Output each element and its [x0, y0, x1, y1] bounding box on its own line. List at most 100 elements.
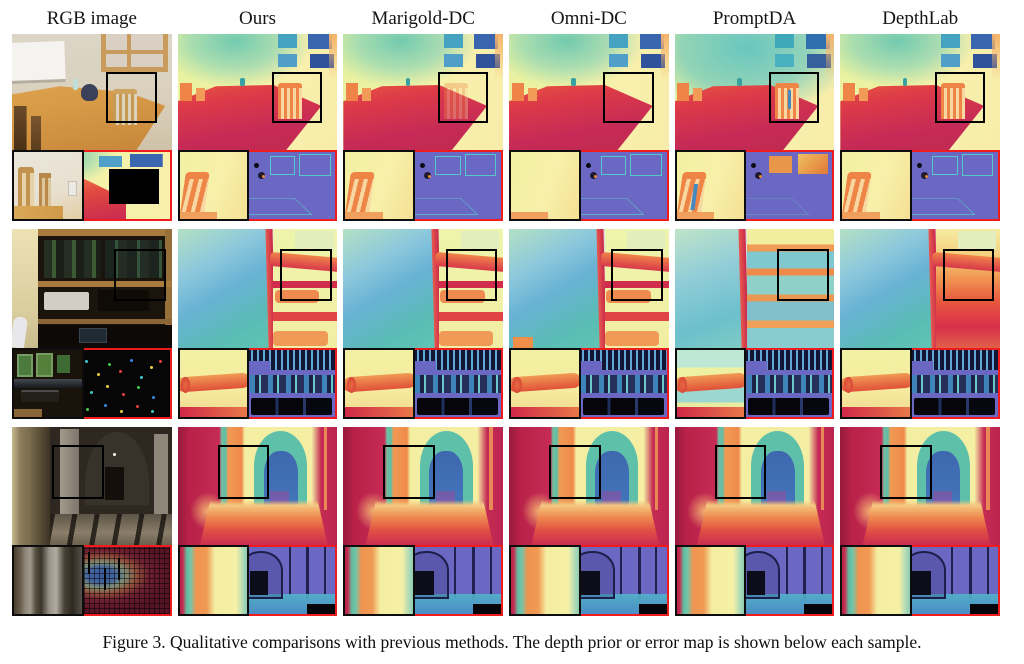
whiteboard: [12, 41, 66, 85]
inset-band-r2-promptda: [674, 348, 835, 419]
depth-map-r2-marigold: [343, 229, 504, 348]
column-sliver: [820, 427, 824, 510]
equipment-edges: [576, 350, 667, 371]
inset-band-r1-marigold: [343, 150, 504, 221]
cell-r2-ours: [177, 229, 338, 419]
highlight-box: [114, 249, 167, 301]
door-dark: [249, 571, 269, 596]
zoom-crop-r3-rgb: [12, 545, 84, 616]
highlight-box: [51, 444, 104, 500]
highlight-box: [106, 72, 157, 123]
panel: [957, 231, 997, 251]
seat-depth: [842, 212, 880, 219]
cell-r2-marigold: [343, 229, 504, 419]
depth-map-r2-depthlab: [840, 229, 1001, 348]
inset-band-r1-rgb: [12, 150, 172, 221]
chair-in-box: [112, 88, 137, 125]
cell-r2-promptda: [674, 229, 835, 419]
dark-block: [473, 603, 502, 614]
door-dark: [581, 571, 600, 596]
door-dark: [912, 571, 932, 596]
shelf-side: [165, 229, 172, 348]
zoom-crop-r3-omni: [509, 545, 581, 616]
pipe-end: [512, 376, 522, 393]
sample-row-2: [12, 229, 1001, 419]
comparison-grid: RGB image Ours Marigold-DC Omni-DC Promp…: [12, 4, 1001, 624]
cell-r1-omni: [509, 34, 669, 221]
column-sliver: [986, 427, 990, 510]
dark-block: [307, 603, 336, 614]
wall-corner: [826, 34, 835, 81]
circuit-board: [36, 352, 54, 378]
wall-corner: [660, 34, 669, 81]
seat-depth: [345, 212, 383, 219]
equipment-edges: [249, 375, 336, 393]
sample-row-1: [12, 34, 1001, 221]
error-dot: [585, 162, 591, 168]
dark-blocks: [748, 397, 830, 415]
shelf-edge: [439, 312, 504, 321]
highlight-box: [217, 444, 270, 500]
column-header-marigold-dc: Marigold-DC: [371, 8, 475, 29]
depth-map-r1-promptda: [674, 34, 835, 150]
cell-r2-depthlab: [840, 229, 1001, 419]
highlight-box: [548, 444, 601, 500]
lamp: [112, 452, 116, 456]
wood-shelf: [14, 408, 43, 417]
equipment-edges: [742, 350, 833, 371]
shelf-edge: [273, 312, 338, 321]
shelf-board: [37, 281, 172, 288]
column-header-depthlab: DepthLab: [882, 8, 959, 29]
zoom-crop-r3-depthlab: [840, 545, 912, 616]
zoom-crop-r1-marigold: [343, 150, 415, 221]
shelf-depth: [600, 229, 669, 348]
dark-block: [804, 603, 833, 614]
inset-band-r2-rgb: [12, 348, 172, 419]
door-dark: [415, 571, 435, 596]
wall-depth: [674, 229, 742, 348]
shelf-depth-striped: [747, 229, 835, 348]
floor-depth: [365, 500, 494, 545]
highlight-box: [880, 444, 933, 500]
pipe-end: [181, 376, 191, 393]
depth-map-r2-omni: [509, 229, 669, 348]
highlight-box: [383, 444, 436, 500]
window-outline: [630, 154, 663, 177]
shelf-edge: [604, 312, 669, 321]
window-error-patch: [768, 156, 792, 174]
chairs-left: [509, 75, 548, 102]
wall-depth: [177, 229, 271, 348]
depth-map-r3-marigold: [343, 427, 504, 545]
figure-caption: Figure 3. Qualitative comparisons with p…: [102, 632, 922, 652]
zoom-crop-r1-depthlab: [840, 150, 912, 221]
wall-corner: [495, 34, 504, 81]
cell-r1-marigold: [343, 34, 504, 221]
cell-r1-depthlab: [840, 34, 1001, 221]
inset-band-r1-promptda: [674, 150, 835, 221]
window-outline: [961, 154, 994, 177]
inset-band-r1-ours: [177, 150, 338, 221]
objects: [604, 331, 660, 346]
highlight-box: [611, 249, 664, 301]
zoom-crop-r1-rgb: [12, 150, 84, 221]
window-frame: [101, 34, 169, 73]
shelf-top: [37, 229, 172, 237]
monitor: [79, 327, 107, 343]
circuit-board: [57, 355, 71, 374]
cell-r1-promptda: [674, 34, 835, 221]
dark-blocks: [251, 397, 333, 415]
highlight-box: [942, 249, 995, 301]
shelf-depth: [931, 229, 1001, 348]
chair: [39, 172, 52, 216]
door-dark: [746, 571, 766, 596]
missing-depth-patch: [108, 169, 159, 205]
highlight-box: [279, 249, 332, 301]
window-panes: [439, 34, 504, 69]
chairs-left: [840, 75, 879, 102]
depth-map-r3-depthlab: [840, 427, 1001, 545]
wall-corner: [329, 34, 338, 81]
seat-depth: [676, 212, 714, 219]
inset-band-r3-marigold: [343, 545, 504, 616]
inset-band-r3-ours: [177, 545, 338, 616]
rgb-image-r3: [12, 427, 172, 545]
